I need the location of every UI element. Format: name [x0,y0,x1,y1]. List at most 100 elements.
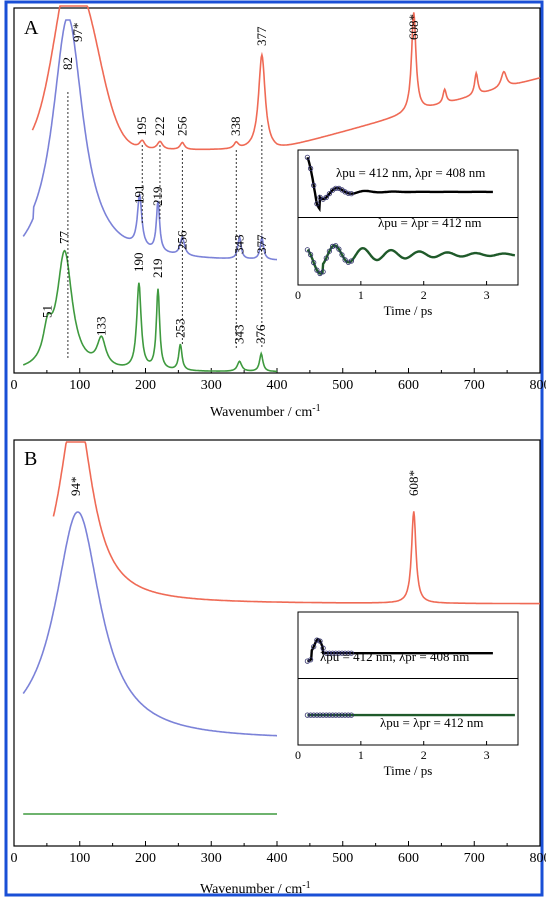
panel-b-x-tick-label: 600 [398,851,419,866]
panel-b-inset-trace-bottom-point [320,712,326,718]
panel-b-inset-trace-top-point [323,650,329,656]
panel-a-inset-trace-top-point [348,191,354,197]
panel-a-green-trace [22,249,277,373]
figure-frame [4,0,544,897]
panel-a-red-peak-label: 97* [70,23,85,43]
panel-a-inset-trace-bottom-point [339,252,345,258]
panel-a-x-ticks: 0 100 200 300 400 500 600 700 800 [11,368,546,393]
panel-a-green-peak-label: 253 [172,319,187,339]
panel-b-inset-trace-top-point [348,650,354,656]
panel-b-inset-x-axis-label: Time / ps [384,763,433,778]
panel-b-inset-trace-top-point [342,650,348,656]
panel-a-inset-trace-bottom-point [304,247,310,253]
panel-b-inset-trace-bottom-point [342,712,348,718]
panel-a-blue-peak-label: 377 [254,234,269,254]
panel-b-inset-trace-bottom-point [348,712,354,718]
panel-a-inset-trace-top-point [342,189,348,195]
panel-a-inset-trace-bottom-point [333,243,339,249]
panel-b-x-tick-label: 800 [530,851,546,866]
panel-a-inset-trace-top-point [311,182,317,188]
panel-a-blue-trace [22,19,277,261]
panel-a-inset-trace-top-point [336,185,342,191]
panel-a-red-peak-label: 377 [254,26,269,46]
panel-b-inset-trace-bottom-point [317,712,323,718]
panel-b-inset-trace-top-point [333,650,339,656]
panel-a-x-tick-label: 800 [530,378,546,393]
panel-b-inset-label-bottom: λpu = λpr = 412 nm [380,715,483,730]
panel-a-red-peak-label: 608* [406,14,421,40]
panel-b-inset-trace-bottom-point [326,712,332,718]
panel-b-inset-trace-bottom-point [333,712,339,718]
panel-a-inset-trace-top-point [307,165,314,172]
panel-b-x-tick-label: 400 [267,851,288,866]
panel-a-green-peak-label: 343 [232,325,247,345]
panel-a-inset-trace-bottom-point [326,248,332,254]
panel-a-inset-trace-top [306,156,493,213]
panel-a-x-tick-label: 700 [464,378,485,393]
panel-b-inset-trace-top-point [304,658,310,664]
panel-a-inset-trace-bottom-point [345,259,351,265]
panel-a-blue-peak-label: 219 [150,187,165,207]
panel-b-red-peak-label: 608* [406,470,421,496]
panel-b-label: B [24,448,37,470]
panel-a-red-trace [31,5,541,151]
panel-a-inset-trace-top-point [323,194,329,200]
panel-a-label: A [24,17,39,39]
panel-b-red-trace [52,441,540,605]
panel-b-inset: 0 1 2 3 Time / ps λpu = 412 nm, λpr = 408 nm λ… [295,611,519,778]
panel-b-inset-trace-top [307,637,493,663]
panel-a-inset-trace-top-point [333,185,339,191]
panel-a-x-tick-label: 0 [11,378,18,393]
panel-b-inset-trace-top-point [314,637,320,643]
panel-a-inset-trace-bottom-point [336,246,342,252]
panel-b-inset-trace-bottom-point [339,712,345,718]
panel-b-x-ticks: 0 100 200 300 400 500 600 700 800 [11,841,546,866]
panel-a-inset-trace-bottom-point [329,243,336,249]
panel-b-inset-trace-top-point [320,645,326,651]
panel-b-inset-trace-top-point [326,650,332,656]
panel-b-blue-trace [22,511,277,737]
panel-a-green-peak-label: 77 [57,231,72,245]
panel-b-inset-tick-label: 2 [421,748,427,762]
panel-a-inset-x-axis-label: Time / ps [384,303,433,318]
panel-a-x-tick-label: 200 [135,378,156,393]
panel-b-inset-trace-top-point [307,657,314,663]
panel-b-inset-trace-top-point [345,650,351,656]
panel-a-x-tick-label: 400 [267,378,288,393]
panel-a-inset-trace-bottom-point [307,252,314,258]
panel-b: B 0 100 200 300 400 500 600 700 800 Wavenumber /… [11,439,546,897]
panel-a-red-peak-label: 256 [174,116,189,136]
panel-b-x-tick-label: 200 [135,851,156,866]
panel-b-inset-trace-top-point [336,650,342,656]
panel-a-red-peak-label: 338 [228,117,243,136]
panel-a-green-peak-label: 376 [253,324,268,344]
panel-b-x-tick-label: 700 [464,851,485,866]
panel-b-inset-trace-top-point [339,650,345,656]
panel-a-inset-tick-label: 1 [358,288,364,302]
panel-b-inset-trace-bottom-point [314,712,320,718]
panel-b-inset-tick-label: 0 [295,748,301,762]
panel-a-red-peak-label: 222 [152,117,167,137]
panel-a-blue-peak-label: 343 [232,234,247,254]
panel-a-inset-label-top: λpu = 412 nm, λpr = 408 nm [336,165,485,180]
panel-a-green-peak-label: 51 [40,305,55,318]
panel-b-inset-trace-bottom-point [329,712,336,718]
panel-a-green-peak-label: 190 [131,253,146,273]
panel-b-x-tick-label: 100 [69,851,90,866]
panel-b-x-tick-label: 300 [201,851,222,866]
panel-a-inset-trace-top-point [314,201,320,207]
panel-a-inset-tick-label: 0 [295,288,301,302]
panel-a-inset-trace-bottom-point [320,269,326,275]
panel-a-inset-tick-label: 3 [484,288,490,302]
panel-a-green-peak-label: 219 [150,259,165,279]
panel-a-inset: 0 1 2 3 Time / ps λpu = 412 nm, λpr = 408 nm λ… [295,149,519,318]
panel-a-blue-peak-label: 82 [60,57,75,70]
panel-a-inset-trace-bottom-point [323,255,329,261]
panel-a-inset-trace-top-point [304,154,310,160]
panel-a-inset-trace-bottom [306,244,516,275]
panel-a-x-tick-label: 300 [201,378,222,393]
panel-b-inset-tick-label: 1 [358,748,364,762]
panel-a-x-axis-label: Wavenumber / cm-1 [210,403,321,420]
panel-a-blue-peak-label: 256 [174,230,189,250]
panel-b-inset-trace-top-point [311,644,317,650]
